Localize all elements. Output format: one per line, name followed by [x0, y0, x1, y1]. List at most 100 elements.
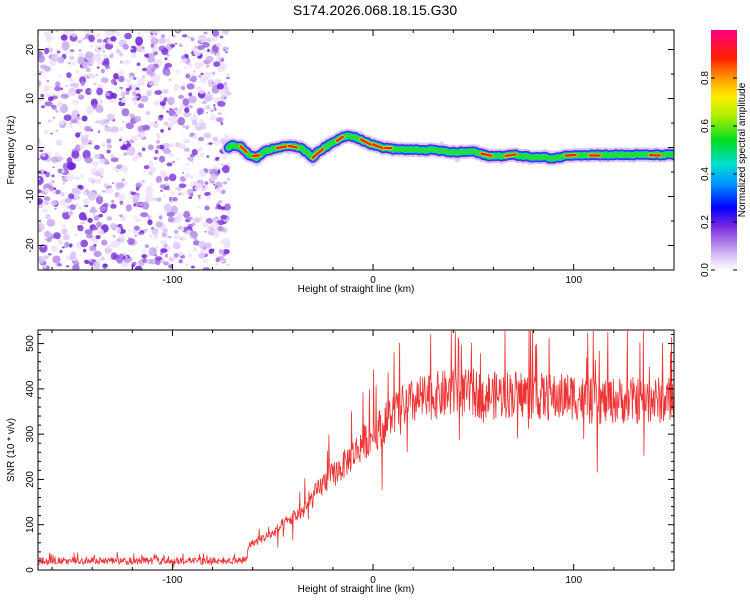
noise-speckle — [47, 44, 51, 48]
noise-speckle — [96, 221, 102, 228]
noise-speckle — [87, 217, 93, 223]
noise-speckle — [116, 169, 119, 172]
noise-speckle — [56, 101, 64, 107]
noise-speckle — [153, 51, 158, 56]
noise-speckle — [226, 73, 230, 77]
noise-speckle — [163, 203, 172, 213]
noise-speckle — [170, 43, 176, 48]
noise-speckle — [54, 208, 57, 210]
colorbar-tick-label: 0.8 — [700, 71, 711, 85]
noise-speckle — [72, 99, 79, 106]
noise-speckle — [50, 132, 53, 135]
noise-speckle — [66, 265, 69, 268]
noise-speckle — [101, 239, 108, 246]
noise-speckle — [155, 246, 159, 249]
noise-speckle — [192, 135, 198, 140]
noise-speckle — [217, 159, 220, 162]
noise-speckle — [147, 56, 156, 63]
noise-speckle — [178, 183, 187, 188]
noise-speckle — [55, 30, 59, 33]
noise-speckle — [77, 184, 83, 189]
noise-speckle — [119, 234, 125, 239]
noise-speckle — [191, 119, 198, 126]
noise-speckle — [71, 61, 77, 66]
spectrogram-y-tick-label: 20 — [25, 44, 36, 56]
noise-speckle — [109, 223, 116, 228]
noise-speckle — [132, 90, 137, 97]
noise-speckle — [71, 150, 80, 159]
noise-speckle — [72, 264, 80, 270]
snr-y-tick-label: 200 — [25, 471, 36, 488]
colorbar-tick-label: 0.6 — [700, 119, 711, 133]
noise-speckle — [205, 64, 210, 68]
snr-y-tick-label: 100 — [25, 516, 36, 533]
noise-speckle — [55, 129, 59, 132]
colorbar-ticks: 0.0 0.2 0.4 0.6 0.8 — [700, 71, 737, 277]
noise-speckle — [118, 76, 125, 83]
noise-speckle — [200, 72, 204, 76]
noise-speckle — [139, 202, 143, 206]
noise-speckle — [86, 67, 91, 73]
noise-speckle — [100, 101, 103, 103]
snr-y-tick-label: 500 — [25, 335, 36, 352]
colorbar-tick-label: 0.0 — [700, 263, 711, 277]
noise-speckle — [124, 181, 128, 185]
noise-speckle — [201, 221, 209, 228]
noise-speckle — [156, 197, 162, 202]
noise-speckle — [91, 161, 99, 168]
noise-speckle — [80, 221, 85, 225]
noise-speckle — [224, 203, 231, 211]
noise-speckle — [109, 54, 114, 59]
noise-speckle — [152, 33, 156, 37]
noise-speckle — [156, 133, 160, 136]
noise-speckle — [185, 167, 188, 171]
noise-speckle — [149, 122, 158, 127]
noise-speckle — [44, 101, 53, 107]
noise-speckle — [163, 97, 168, 102]
noise-speckle — [111, 83, 114, 86]
noise-speckle — [216, 52, 221, 59]
noise-speckle — [190, 74, 193, 77]
noise-speckle — [77, 56, 85, 65]
noise-speckle — [100, 231, 104, 234]
noise-speckle — [59, 198, 67, 206]
noise-speckle — [193, 114, 196, 117]
snr-x-tick-label: 0 — [370, 575, 376, 586]
noise-speckle — [110, 157, 119, 163]
noise-speckle — [135, 36, 144, 46]
snr-y-tick-label: 300 — [25, 425, 36, 442]
noise-speckle — [205, 55, 214, 63]
noise-speckle — [73, 193, 80, 200]
ridge-peak — [251, 154, 260, 158]
noise-speckle — [217, 112, 223, 116]
noise-speckle — [220, 214, 228, 220]
noise-speckle — [168, 78, 172, 82]
noise-speckle — [137, 32, 141, 35]
noise-speckle — [68, 61, 71, 65]
noise-speckle — [162, 148, 172, 154]
noise-speckle — [38, 70, 44, 74]
noise-speckle — [40, 64, 47, 69]
noise-speckle — [167, 127, 171, 131]
noise-speckle — [75, 88, 81, 95]
noise-speckle — [55, 109, 59, 113]
noise-speckle — [175, 216, 183, 224]
noise-speckle — [198, 240, 207, 249]
noise-speckle — [187, 189, 195, 194]
noise-speckle — [219, 101, 226, 107]
noise-speckle — [178, 43, 183, 48]
noise-speckle — [111, 126, 120, 132]
noise-speckle — [123, 94, 125, 96]
noise-speckle — [204, 93, 213, 102]
noise-speckle — [137, 131, 146, 139]
noise-speckle — [125, 204, 132, 212]
noise-speckle — [120, 215, 127, 222]
noise-speckle — [178, 191, 184, 197]
noise-speckle — [95, 33, 101, 38]
noise-speckle — [136, 62, 141, 67]
noise-speckle — [61, 169, 65, 174]
noise-speckle — [163, 194, 166, 198]
noise-speckle — [148, 160, 154, 166]
noise-speckle — [100, 77, 109, 84]
noise-speckle — [101, 190, 106, 193]
